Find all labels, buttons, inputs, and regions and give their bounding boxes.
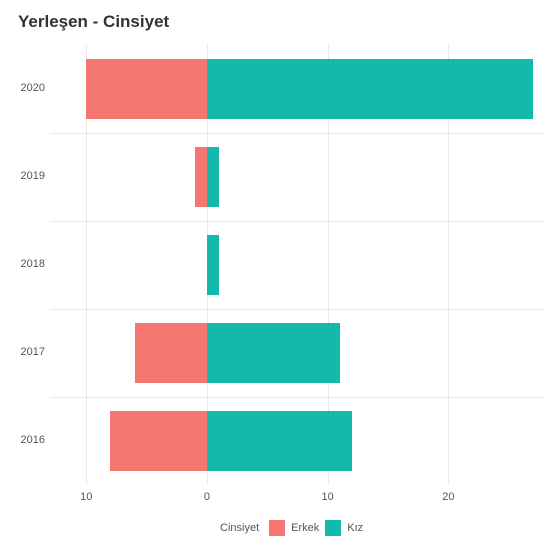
x-tick-label: 0 [204, 491, 210, 503]
legend-swatch [269, 520, 285, 536]
chart-title: Yerleşen - Cinsiyet [18, 12, 169, 32]
legend-swatch [325, 520, 341, 536]
legend-title: Cinsiyet [220, 522, 259, 534]
bar-erkek [195, 147, 207, 207]
gridline-h [50, 221, 545, 222]
plot-area [50, 45, 545, 485]
bar-erkek [110, 411, 207, 471]
diverging-bar-chart: Yerleşen - Cinsiyet Cinsiyet Erkek Kız [0, 0, 550, 550]
bar-erkek [135, 323, 207, 383]
bar-kiz [207, 59, 533, 119]
x-tick-label: 20 [442, 491, 454, 503]
y-tick-label: 2020 [5, 82, 45, 94]
y-tick-label: 2019 [5, 170, 45, 182]
legend-label: Kız [347, 522, 363, 534]
gridline-h [50, 133, 545, 134]
x-tick-label: 10 [322, 491, 334, 503]
gridline-h [50, 309, 545, 310]
y-tick-label: 2016 [5, 434, 45, 446]
bar-kiz [207, 147, 219, 207]
x-tick-label: 10 [80, 491, 92, 503]
bar-erkek [86, 59, 207, 119]
bar-kiz [207, 411, 352, 471]
gridline-h [50, 397, 545, 398]
legend: Cinsiyet Erkek Kız [220, 520, 363, 536]
y-tick-label: 2018 [5, 258, 45, 270]
y-tick-label: 2017 [5, 346, 45, 358]
bar-kiz [207, 323, 340, 383]
bar-kiz [207, 235, 219, 295]
legend-label: Erkek [291, 522, 319, 534]
